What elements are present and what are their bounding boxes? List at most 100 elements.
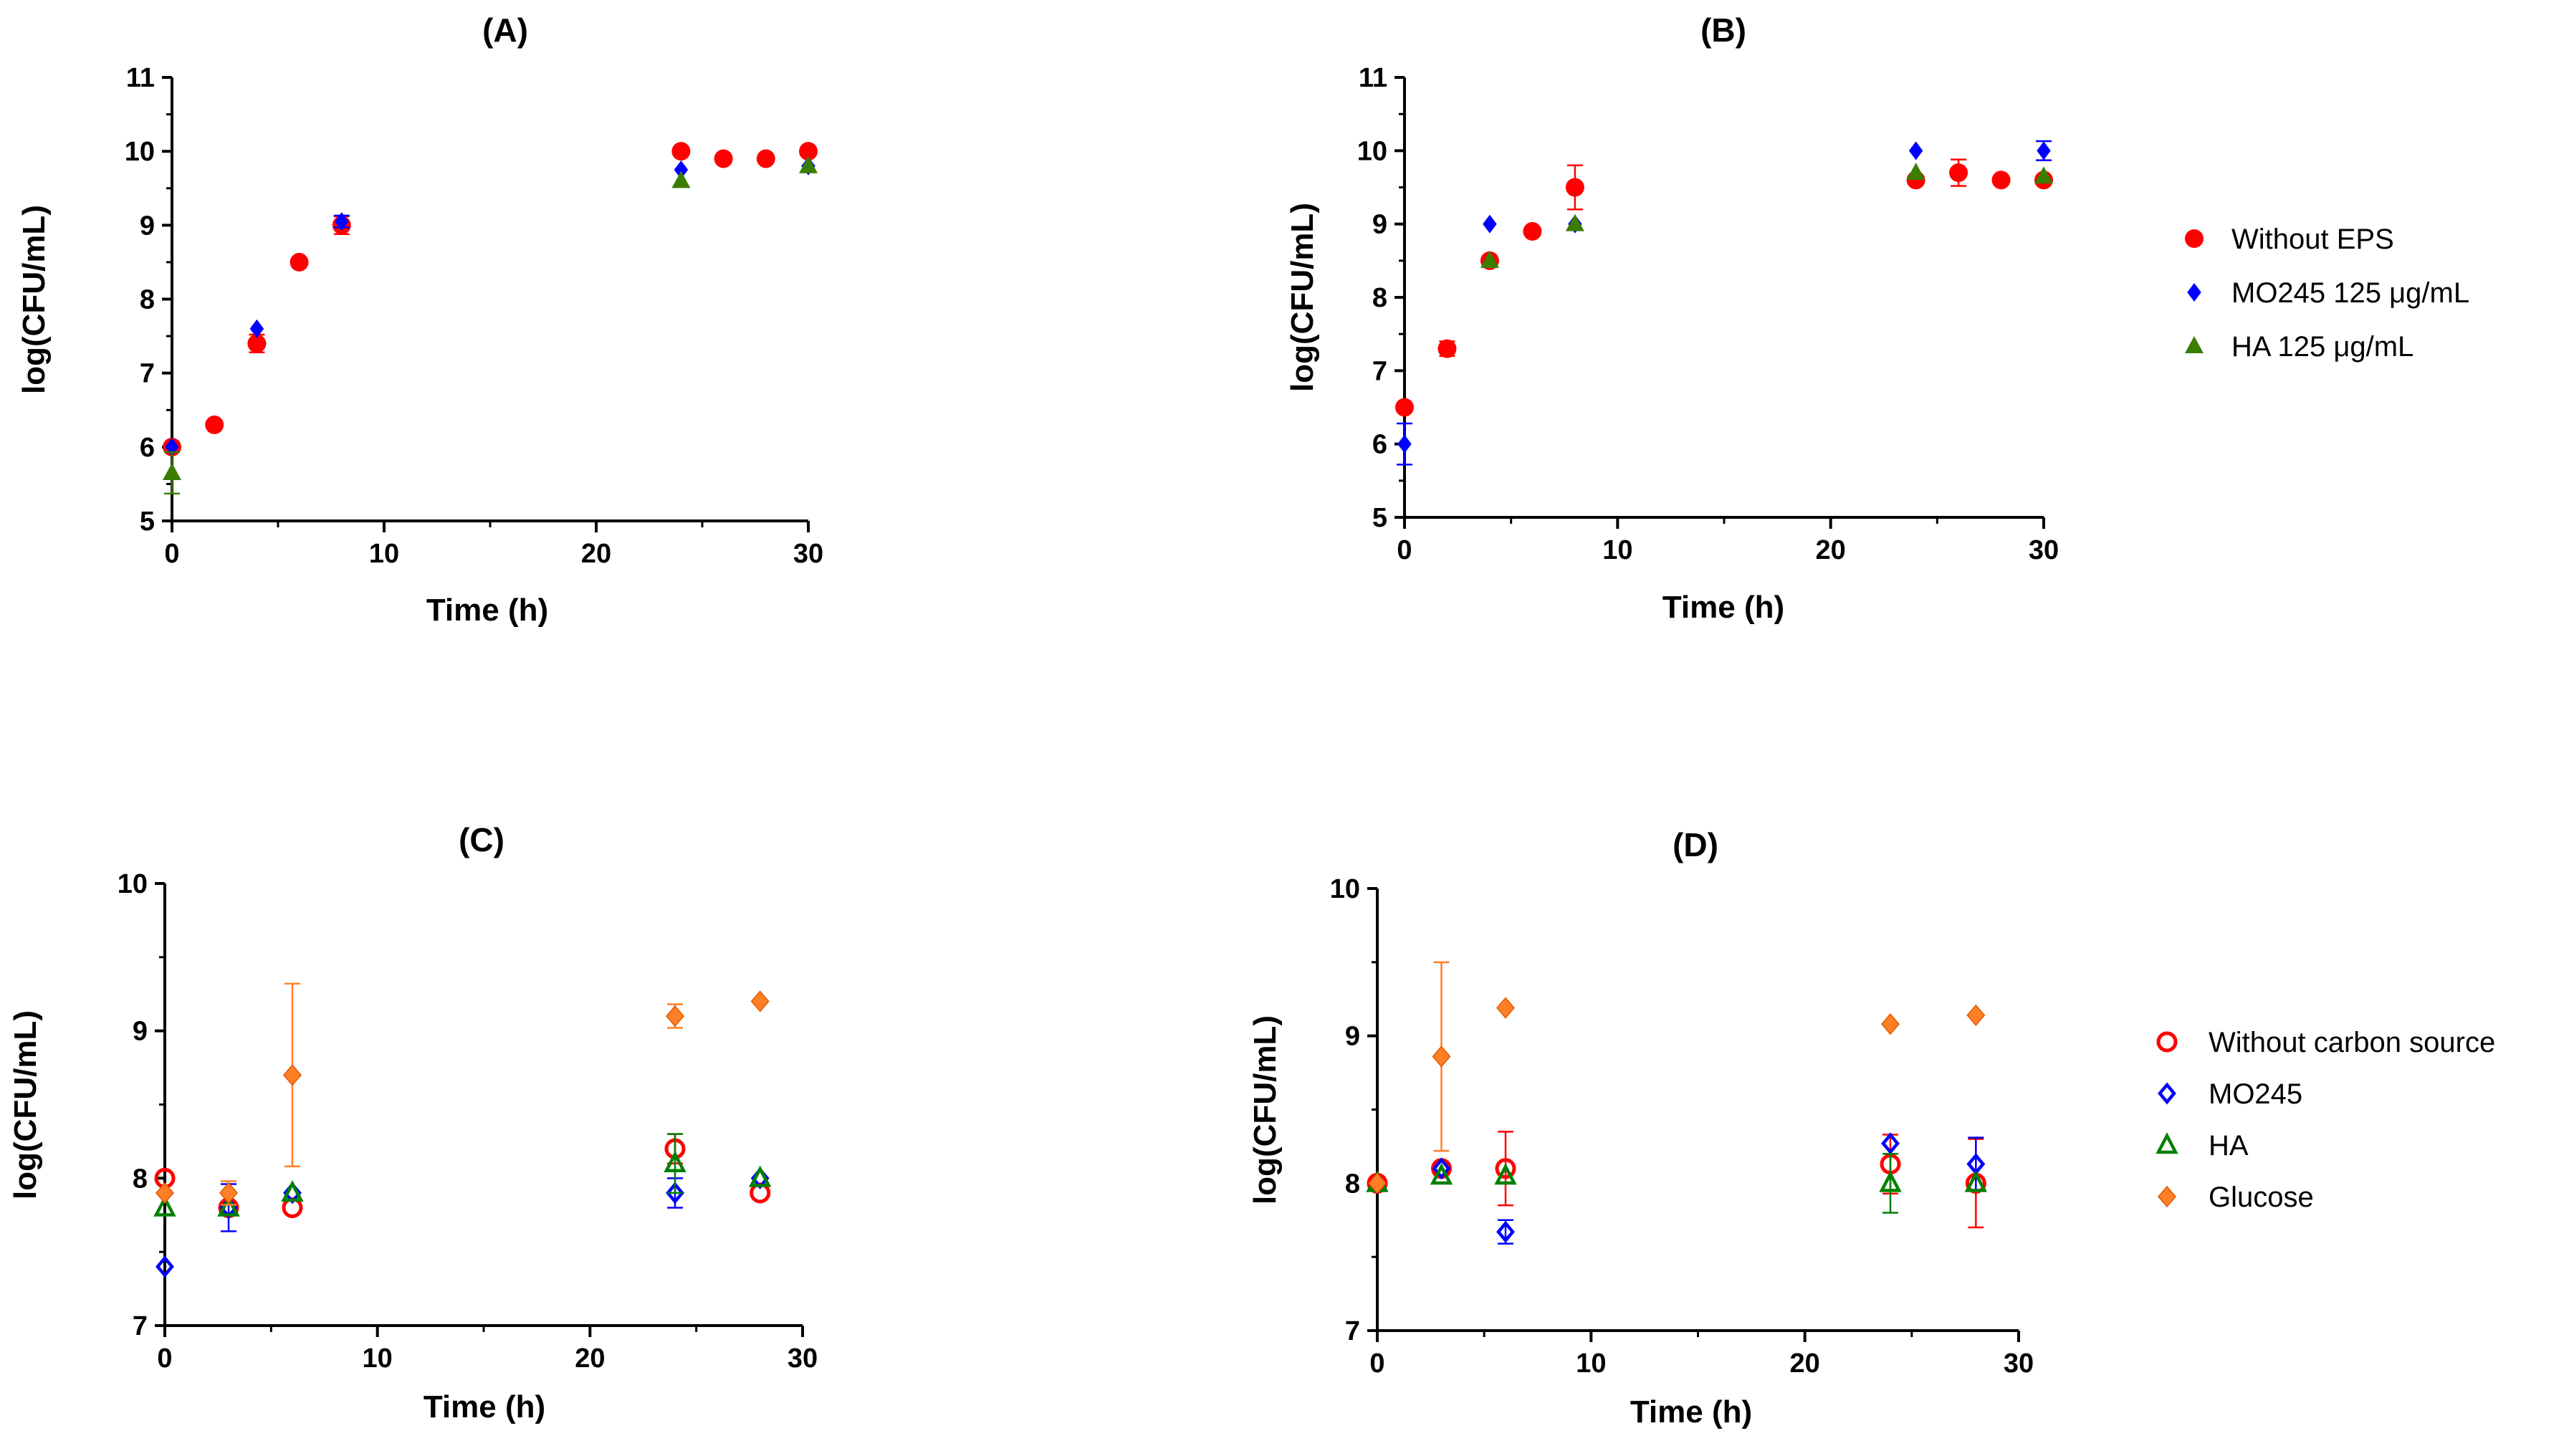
series-ha-125-g-ml: [163, 155, 818, 495]
data-point: [281, 1180, 304, 1202]
x-tick-label: 20: [1816, 535, 1846, 565]
series-mo245-125-g-ml: [165, 156, 815, 456]
data-point: [1966, 1004, 1986, 1027]
x-tick-label: 0: [164, 539, 179, 569]
y-axis-label: log(CFU/mL): [8, 1010, 43, 1199]
data-point: [1906, 163, 1925, 181]
x-tick-label: 30: [2004, 1349, 2034, 1379]
data-point: [799, 155, 818, 173]
data-point: [1881, 1132, 1900, 1155]
x-axis-label: Time (h): [1662, 590, 1784, 625]
legend-marker: [2158, 1082, 2176, 1105]
legend-label: HA: [2209, 1130, 2249, 1162]
legend-label: Without EPS: [2231, 224, 2394, 255]
x-tick-label: 10: [1602, 535, 1632, 565]
x-tick-label: 30: [788, 1344, 818, 1374]
x-tick-label: 10: [363, 1344, 393, 1374]
data-point: [1395, 398, 1414, 417]
x-tick-label: 30: [2029, 535, 2059, 565]
chart-panel-d: (D) 7 8 9 10 0 10 20 30 Time (h) log(CFU/mL): [1248, 826, 2034, 1429]
data-point: [750, 990, 770, 1012]
data-point: [748, 1165, 772, 1187]
x-tick-label: 0: [1369, 1349, 1384, 1379]
legend-marker: [2158, 1185, 2176, 1208]
chart-title: (D): [1673, 826, 1718, 863]
data-point: [666, 1005, 684, 1028]
data-point: [1432, 1045, 1451, 1068]
series-ha: [153, 1133, 772, 1217]
chart-title: (C): [459, 821, 504, 858]
y-tick-label: 9: [133, 1017, 148, 1047]
legend-marker: [2185, 229, 2204, 248]
data-point: [2034, 166, 2053, 184]
data-point: [1879, 1170, 1902, 1192]
legend-label: MO245: [2209, 1078, 2302, 1110]
y-axis-label: log(CFU/mL): [1248, 1015, 1283, 1204]
y-tick-label: 10: [125, 137, 155, 167]
x-axis-label: Time (h): [1630, 1394, 1752, 1429]
data-point: [756, 149, 775, 168]
chart-panel-b: (B) 5 6 7 8 9 10 11 0 10 20 30 Time (h) log(CFU/mL): [1285, 11, 2059, 625]
y-tick-label: 11: [1359, 63, 1387, 93]
data-point: [2037, 141, 2051, 161]
series-without-eps: [163, 142, 818, 456]
chart-title: (B): [1700, 11, 1746, 49]
data-point: [1432, 1157, 1451, 1180]
chart-panel-c: (C) 7 8 9 10 0 10 20 30 Time (h) log(CFU/mL): [8, 821, 818, 1424]
data-point: [664, 1150, 686, 1173]
data-point: [666, 1182, 684, 1204]
y-tick-label: 8: [133, 1164, 148, 1194]
y-tick-label: 9: [1345, 1022, 1360, 1052]
data-point: [283, 1064, 302, 1086]
legend-b: Without EPS MO245 125 μg/mL HA 125 μg/mL: [2185, 224, 2469, 363]
legend-label: MO245 125 μg/mL: [2231, 277, 2469, 309]
legend-marker: [2156, 1031, 2178, 1053]
data-point: [1949, 163, 1968, 183]
series-glucose: [156, 982, 770, 1206]
data-point: [1430, 1163, 1453, 1185]
data-point: [1964, 1170, 1988, 1192]
data-point: [1494, 1163, 1517, 1185]
x-tick-label: 0: [157, 1344, 172, 1374]
data-point: [1437, 339, 1457, 358]
data-point: [249, 319, 264, 338]
data-point: [247, 334, 267, 353]
chart-title: (A): [482, 11, 528, 49]
x-tick-label: 20: [581, 539, 611, 569]
series-without-eps: [1395, 158, 2053, 417]
legend-marker: [2185, 336, 2204, 353]
y-tick-label: 9: [140, 211, 155, 241]
y-tick-label: 11: [126, 63, 155, 93]
data-point: [674, 160, 689, 179]
x-tick-label: 30: [793, 539, 823, 569]
series-without-carbon-source: [154, 1133, 771, 1218]
y-tick-label: 7: [1345, 1316, 1360, 1346]
legend-label: HA 125 μg/mL: [2231, 331, 2413, 363]
data-point: [671, 142, 691, 161]
y-tick-label: 7: [133, 1311, 148, 1341]
data-point: [1397, 434, 1412, 454]
data-point: [217, 1194, 240, 1217]
legend-label: Without carbon source: [2209, 1027, 2495, 1058]
series-mo245-125-g-ml: [1397, 140, 2052, 466]
x-tick-label: 20: [1790, 1349, 1820, 1379]
y-tick-label: 8: [1372, 283, 1387, 313]
y-tick-label: 5: [1372, 503, 1387, 533]
data-point: [1908, 141, 1923, 161]
x-axis-label: Time (h): [424, 1389, 545, 1424]
data-point: [1480, 250, 1499, 268]
legend-marker: [2156, 1132, 2178, 1154]
x-axis-label: Time (h): [426, 593, 548, 628]
data-point: [1523, 221, 1542, 241]
data-point: [335, 212, 349, 231]
y-tick-label: 8: [1345, 1169, 1360, 1199]
data-point: [1496, 997, 1515, 1019]
data-point: [1496, 1220, 1515, 1243]
data-point: [1368, 1172, 1387, 1194]
y-tick-label: 5: [140, 507, 155, 537]
data-point: [1495, 1158, 1516, 1179]
y-tick-label: 6: [140, 433, 155, 463]
series-glucose: [1368, 961, 1986, 1194]
data-point: [163, 462, 181, 480]
